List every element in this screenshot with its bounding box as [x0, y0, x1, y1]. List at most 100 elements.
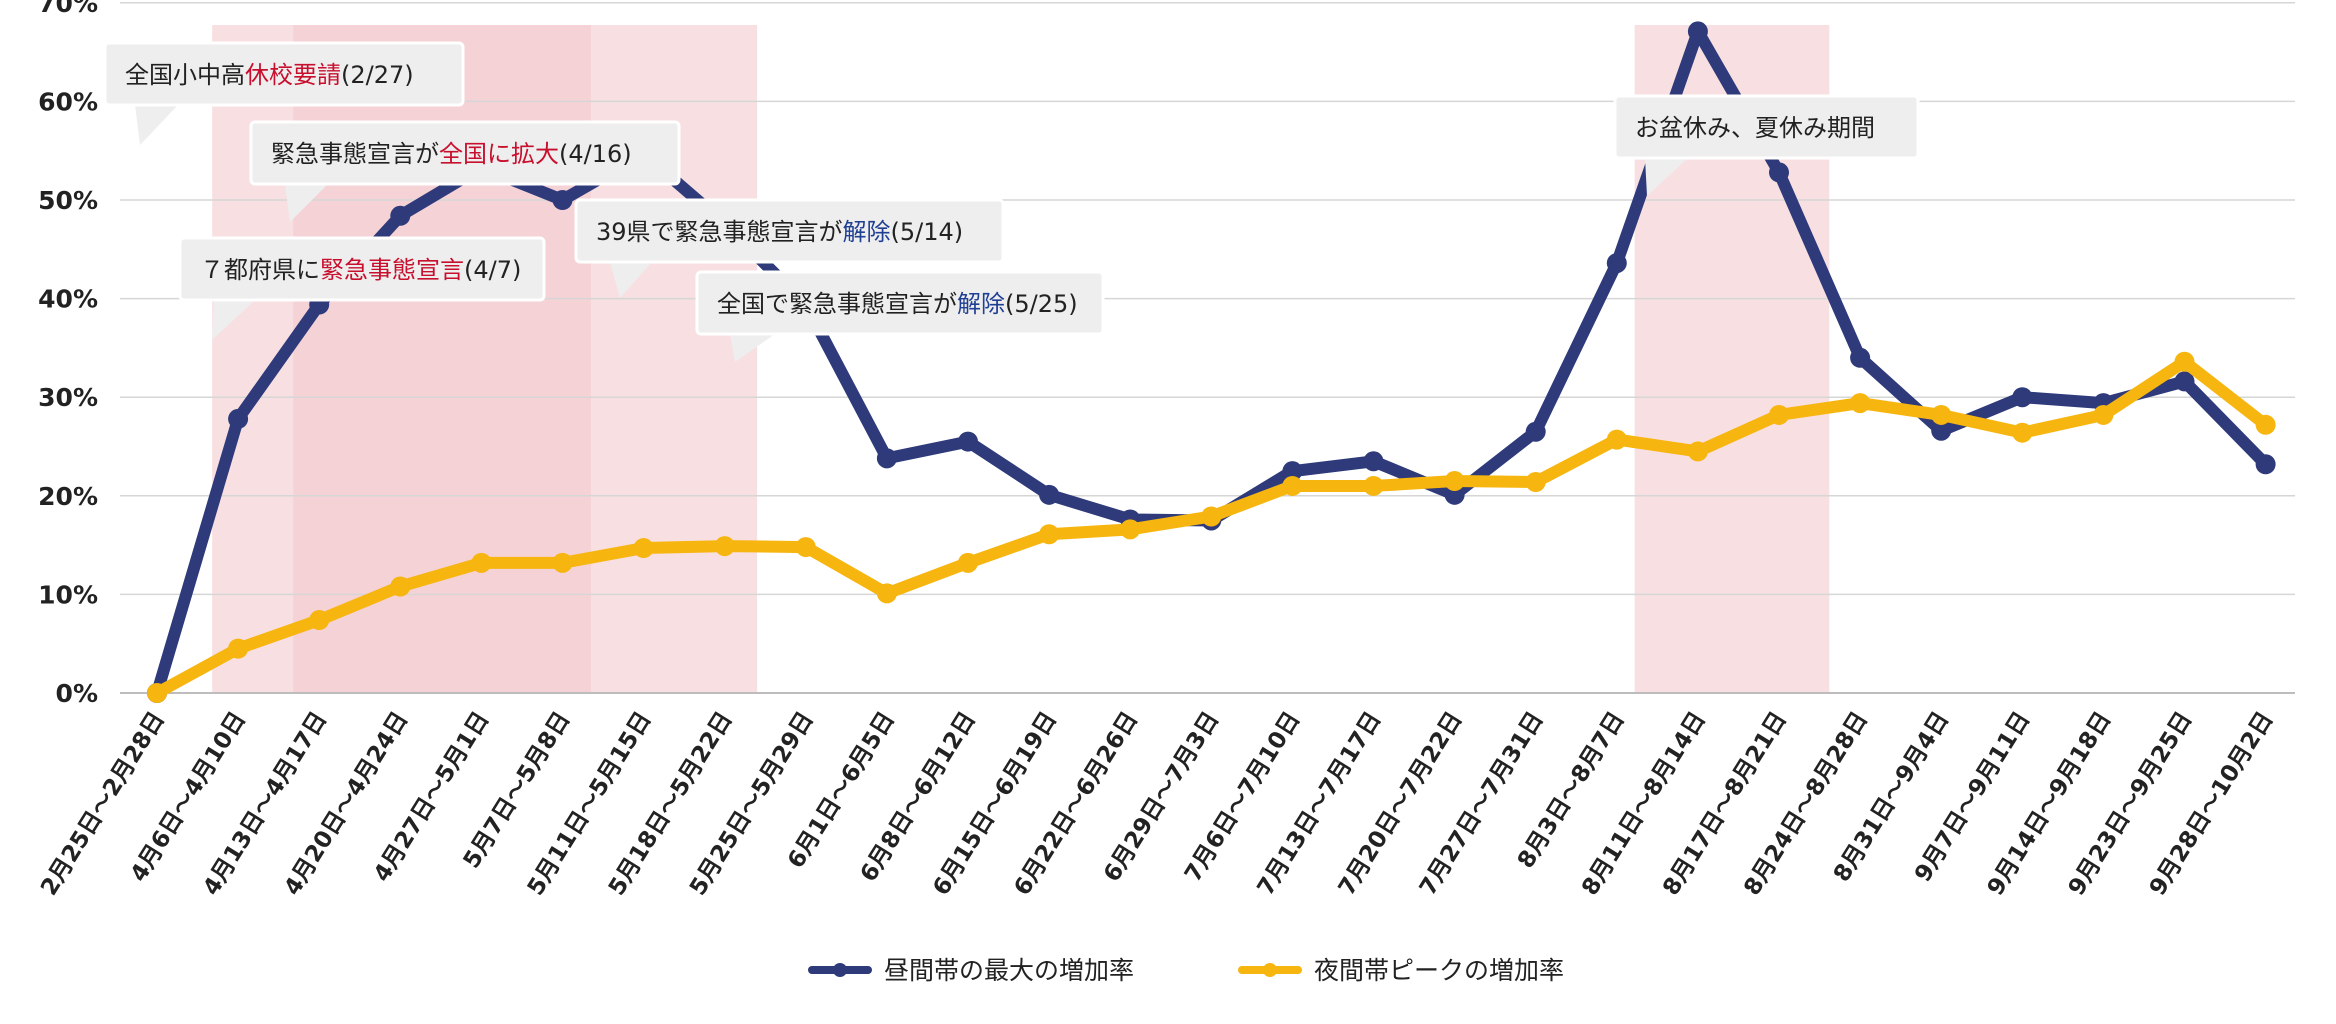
- y-tick-label: 10%: [38, 580, 98, 609]
- callout-tail: [135, 105, 178, 145]
- callout-4: 全国で緊急事態宣言が解除(5/25): [695, 270, 1105, 362]
- data-point: [1606, 253, 1627, 274]
- data-point: [1363, 451, 1384, 472]
- data-point: [876, 583, 897, 604]
- data-point: [1525, 471, 1546, 492]
- data-point: [1931, 420, 1952, 441]
- y-tick-label: 70%: [38, 0, 98, 18]
- callout-text: 全国で緊急事態宣言が解除(5/25): [717, 290, 1078, 318]
- data-point: [633, 538, 654, 559]
- annotations: 全国小中高休校要請(2/27)緊急事態宣言が全国に拡大(4/16)７都府県に緊急…: [103, 41, 1920, 362]
- data-point: [2012, 387, 2033, 408]
- data-point: [958, 431, 978, 452]
- legend-marker-night: [1263, 963, 1277, 977]
- data-point: [1606, 429, 1627, 450]
- callout-text-highlight: 解除: [843, 218, 891, 246]
- callout-box: [695, 270, 1105, 336]
- callout-text-highlight: 全国に拡大: [439, 140, 559, 168]
- y-tick-label: 0%: [56, 679, 98, 708]
- legend-label-night: 夜間帯ピークの増加率: [1314, 956, 1564, 985]
- callout-text-post: (5/14): [891, 218, 964, 246]
- data-point: [1525, 421, 1546, 442]
- callout-tail: [212, 300, 255, 340]
- callout-text: お盆休み、夏休み期間: [1635, 114, 1875, 142]
- data-point: [1687, 21, 1708, 42]
- callout-text-post: (4/16): [559, 140, 632, 168]
- data-point: [309, 610, 330, 631]
- data-point: [1039, 484, 1060, 505]
- data-point: [1769, 404, 1789, 425]
- series-1: [147, 351, 2276, 703]
- legend: 昼間帯の最大の増加率 夜間帯ピークの増加率: [808, 956, 1564, 985]
- data-point: [1444, 471, 1465, 492]
- callout-tail: [730, 334, 775, 362]
- data-point: [1850, 393, 1871, 414]
- callout-tail: [1645, 158, 1688, 196]
- callout-2: ７都府県に緊急事態宣言(4/7): [178, 236, 546, 340]
- y-axis-ticks: 0% 10% 20% 30% 40% 50% 60% 70%: [38, 0, 98, 708]
- callout-box: [178, 236, 546, 302]
- callout-text-highlight: 緊急事態宣言: [320, 256, 464, 284]
- callout-tail: [285, 184, 328, 222]
- legend-item-night: 夜間帯ピークの増加率: [1238, 956, 1564, 985]
- data-point: [1039, 524, 1060, 545]
- callout-1: 緊急事態宣言が全国に拡大(4/16): [249, 120, 681, 222]
- data-point: [1850, 347, 1871, 368]
- data-point: [2012, 422, 2033, 443]
- y-tick-label: 50%: [38, 186, 98, 215]
- data-point: [1769, 162, 1789, 183]
- callout-text-post: (5/25): [1005, 290, 1078, 318]
- callout-3: 39県で緊急事態宣言が解除(5/14): [574, 198, 1005, 298]
- callout-text: ７都府県に緊急事態宣言(4/7): [200, 256, 521, 284]
- legend-item-daytime: 昼間帯の最大の増加率: [808, 956, 1134, 985]
- data-point: [876, 448, 897, 469]
- data-point: [2255, 454, 2276, 475]
- data-point: [958, 552, 978, 573]
- callout-text-pre: 39県で緊急事態宣言が: [596, 218, 843, 246]
- callout-box: [1613, 94, 1920, 160]
- data-point: [2093, 404, 2114, 425]
- y-tick-label: 60%: [38, 87, 98, 116]
- data-point: [390, 205, 411, 226]
- callout-text-pre: お盆休み、夏休み期間: [1635, 114, 1875, 142]
- x-axis-ticks: 2月25日～2月28日4月6日～4月10日4月13日～4月17日4月20日～4月…: [36, 707, 2278, 900]
- callout-text: 全国小中高休校要請(2/27): [125, 61, 414, 89]
- data-point: [552, 190, 573, 210]
- data-point: [228, 638, 249, 659]
- data-point: [795, 537, 816, 558]
- callout-text: 39県で緊急事態宣言が解除(5/14): [596, 218, 963, 246]
- callout-text-highlight: 解除: [957, 290, 1005, 318]
- callout-text-pre: 緊急事態宣言が: [271, 140, 439, 168]
- legend-marker-daytime: [833, 963, 847, 977]
- data-point: [2174, 351, 2195, 372]
- data-point: [1687, 441, 1708, 462]
- data-point: [147, 683, 167, 703]
- callout-tail: [610, 262, 652, 298]
- data-point: [2174, 371, 2195, 392]
- y-tick-label: 30%: [38, 383, 98, 412]
- data-point: [1282, 475, 1303, 496]
- data-point: [1444, 484, 1465, 505]
- callout-text: 緊急事態宣言が全国に拡大(4/16): [271, 140, 632, 168]
- callout-box: [574, 198, 1005, 264]
- callout-text-post: (4/7): [464, 256, 521, 284]
- data-point: [714, 536, 735, 557]
- data-point: [552, 552, 573, 573]
- callout-0: 全国小中高休校要請(2/27): [103, 41, 465, 145]
- data-point: [1120, 519, 1141, 540]
- data-point: [228, 408, 249, 429]
- legend-label-daytime: 昼間帯の最大の増加率: [884, 956, 1134, 985]
- callout-box: [103, 41, 465, 107]
- callout-text-pre: ７都府県に: [200, 256, 320, 284]
- data-point: [471, 552, 492, 573]
- callout-box: [249, 120, 681, 186]
- callout-text-pre: 全国小中高: [125, 61, 245, 89]
- y-tick-label: 20%: [38, 482, 98, 511]
- data-point: [1363, 475, 1384, 496]
- callout-text-pre: 全国で緊急事態宣言が: [717, 290, 957, 318]
- callout-5: お盆休み、夏休み期間: [1613, 94, 1920, 196]
- data-point: [390, 576, 411, 597]
- data-point: [1931, 404, 1952, 425]
- callout-text-post: (2/27): [341, 61, 414, 89]
